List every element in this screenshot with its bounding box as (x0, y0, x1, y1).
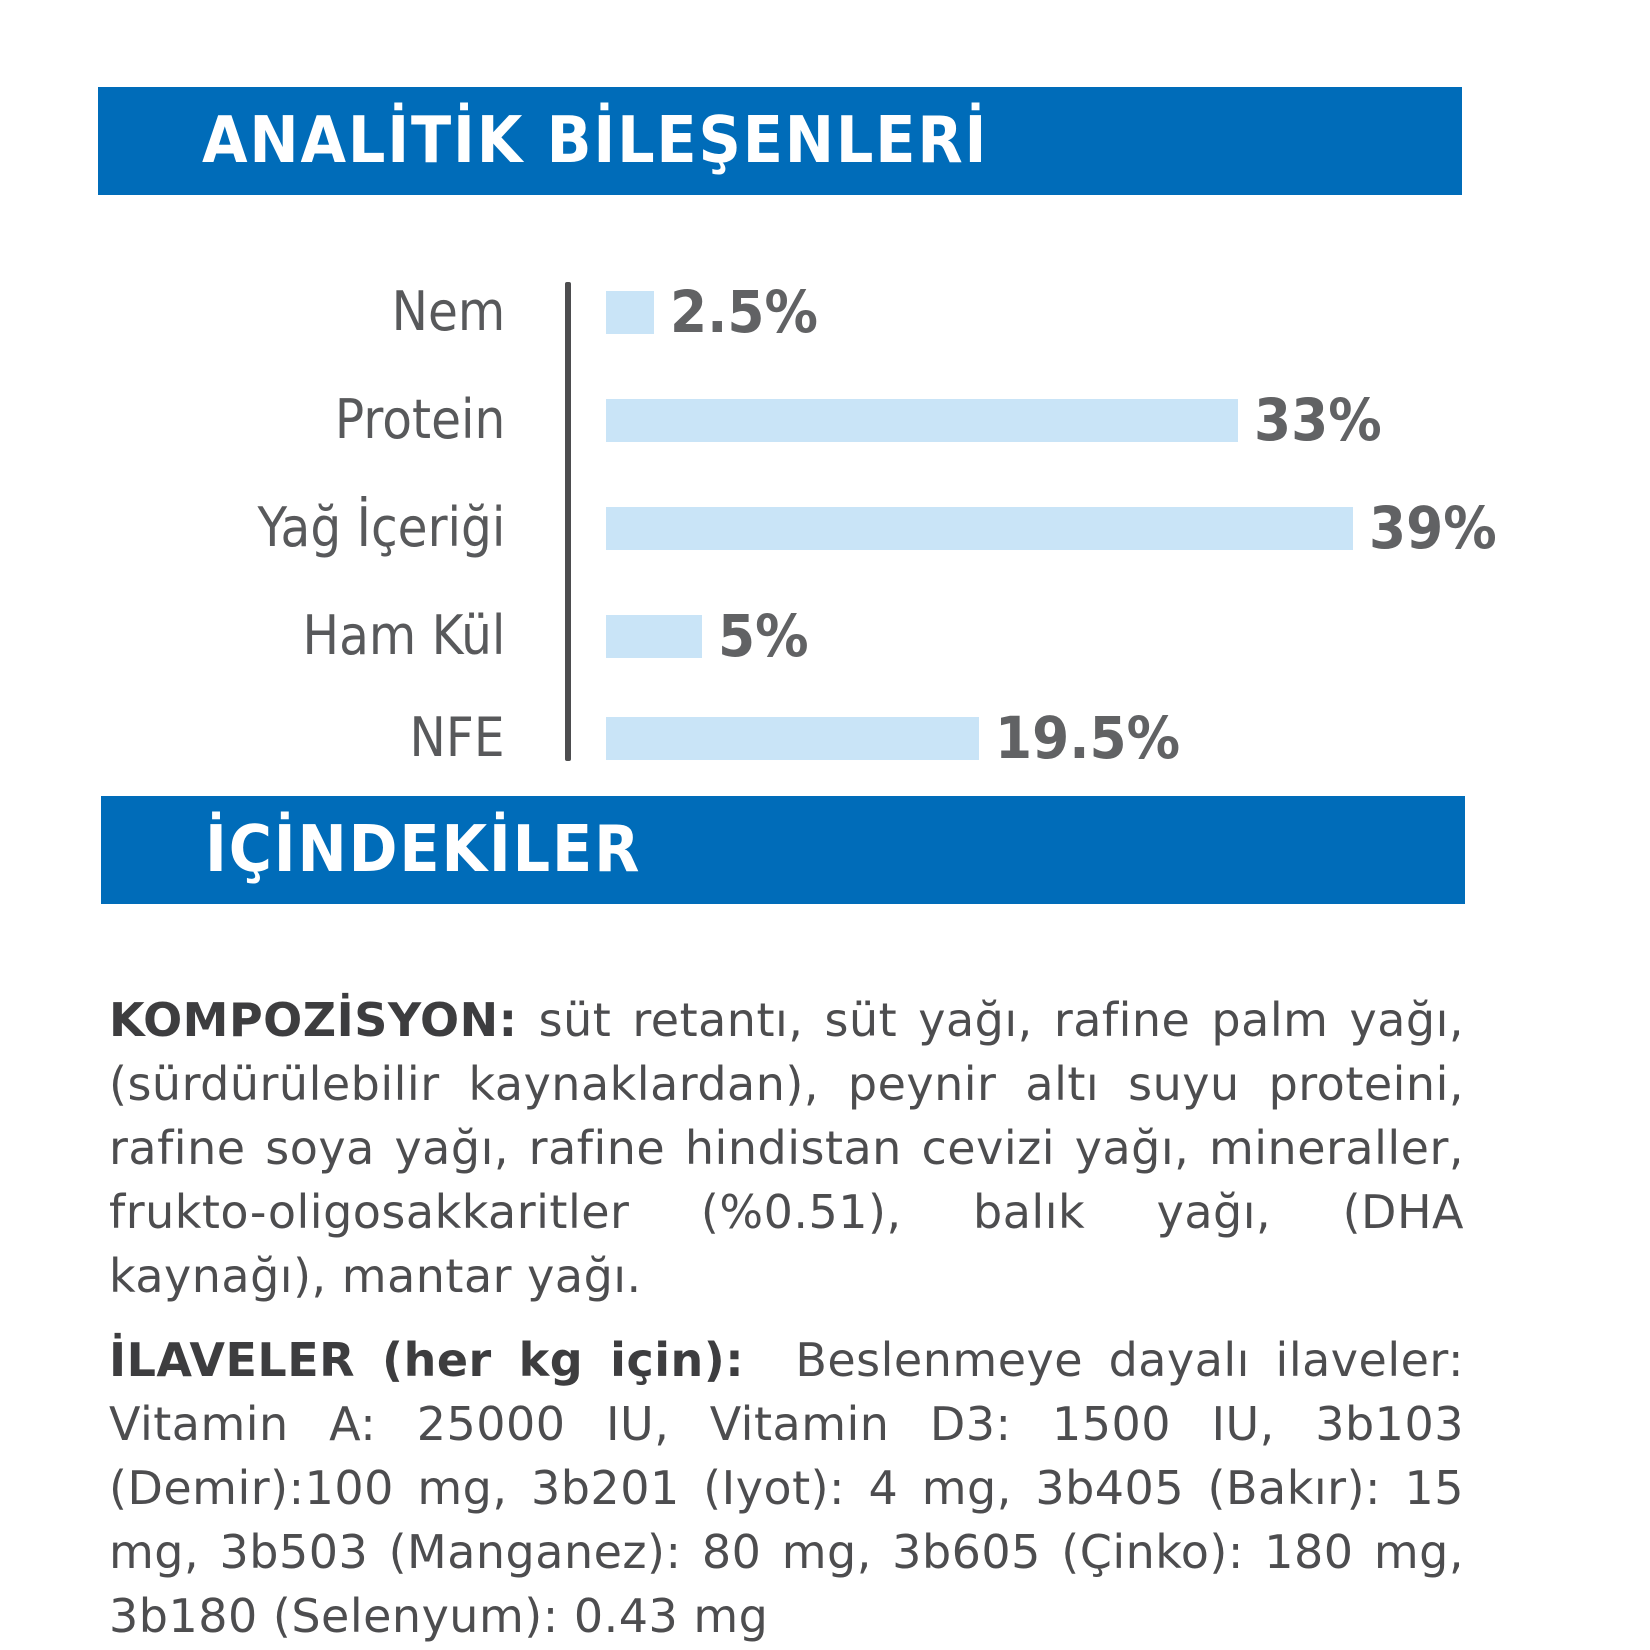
value-label: 2.5% (669, 278, 818, 346)
value-label: 19.5% (995, 704, 1181, 772)
chart-row: Ham Kül 5% (0, 602, 1650, 670)
ingredients-header: İÇİNDEKİLER (101, 796, 1465, 904)
chart-axis-line (565, 282, 571, 761)
category-label: Protein (334, 388, 505, 451)
value-label: 5% (717, 602, 809, 670)
chart-row: Nem 2.5% (0, 278, 1650, 346)
additives-label: İLAVELER (her kg için): (109, 1333, 745, 1387)
ingredients-title: İÇİNDEKİLER (205, 813, 642, 887)
category-label: NFE (409, 706, 505, 769)
chart-row: Protein 33% (0, 386, 1650, 454)
composition-label: KOMPOZİSYON: (109, 993, 518, 1047)
bar (606, 615, 702, 658)
value-label: 39% (1368, 494, 1497, 562)
bar (606, 291, 654, 334)
analytic-bar-chart: Nem 2.5% Protein 33% Yağ İçeriği 39% Ham Kül 5%… (0, 0, 1650, 790)
category-label: Ham Kül (302, 604, 505, 667)
analytic-components-title: ANALİTİK BİLEŞENLERİ (202, 104, 989, 178)
category-label: Yağ İçeriği (257, 496, 505, 559)
chart-row: Yağ İçeriği 39% (0, 494, 1650, 562)
bar (606, 507, 1353, 550)
analytic-components-header: ANALİTİK BİLEŞENLERİ (98, 87, 1462, 195)
chart-row: NFE 19.5% (0, 704, 1650, 772)
value-label: 33% (1253, 386, 1382, 454)
category-label: Nem (391, 280, 505, 343)
composition-block: KOMPOZİSYON: süt retantı, süt yağı, rafi… (109, 988, 1464, 1308)
additives-block: İLAVELER (her kg için): Beslenmeye dayal… (109, 1328, 1464, 1648)
additives-text: Beslenmeye dayalı ilaveler: Vitamin A: 2… (109, 1333, 1464, 1643)
composition-text: süt retantı, süt yağı, rafine palm yağı,… (109, 993, 1464, 1303)
bar (606, 717, 980, 760)
bar (606, 399, 1238, 442)
